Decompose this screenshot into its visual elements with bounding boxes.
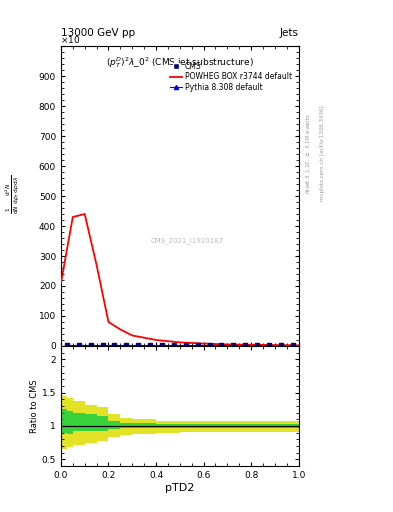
X-axis label: pTD2: pTD2 xyxy=(165,482,195,493)
Text: Rivet 3.1.10, $\geq$ 3.1M events: Rivet 3.1.10, $\geq$ 3.1M events xyxy=(305,113,312,194)
Text: $\frac{1}{\mathrm{d}N}\,\frac{\mathrm{d}^2N}{\mathrm{d}p_T\,\mathrm{d}p\,\mathrm: $\frac{1}{\mathrm{d}N}\,\frac{\mathrm{d}… xyxy=(4,175,22,214)
Text: 13000 GeV pp: 13000 GeV pp xyxy=(61,28,135,38)
Text: $\times 10$: $\times 10$ xyxy=(60,34,80,45)
Legend: CMS, POWHEG BOX r3744 default, Pythia 8.308 default: CMS, POWHEG BOX r3744 default, Pythia 8.… xyxy=(167,59,295,95)
Text: Jets: Jets xyxy=(280,28,299,38)
Y-axis label: Ratio to CMS: Ratio to CMS xyxy=(30,379,39,433)
Text: CMS_2021_I1920187: CMS_2021_I1920187 xyxy=(150,238,224,244)
Text: mcplots.cern.ch [arXiv:1306.3436]: mcplots.cern.ch [arXiv:1306.3436] xyxy=(320,106,325,201)
Text: $(p_T^D)^2\lambda\_0^2$ (CMS jet substructure): $(p_T^D)^2\lambda\_0^2$ (CMS jet substru… xyxy=(106,55,254,70)
